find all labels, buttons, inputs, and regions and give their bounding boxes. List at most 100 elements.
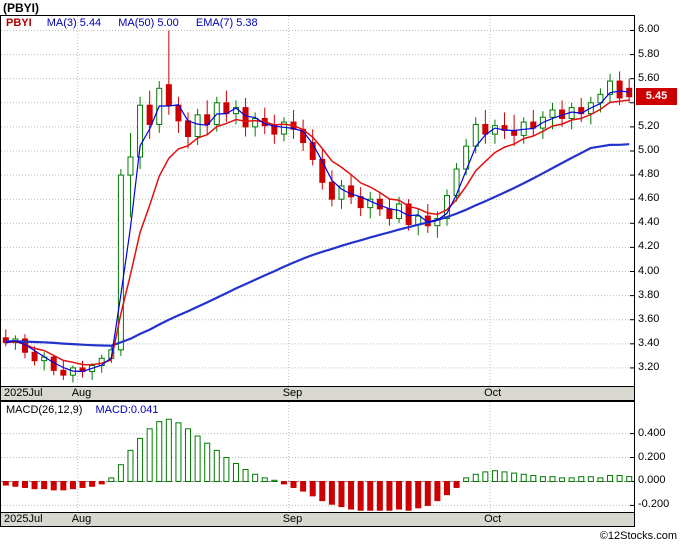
candle — [328, 170, 335, 207]
macd-bar — [472, 473, 479, 482]
month-label: Oct — [484, 513, 502, 525]
macd-bar — [338, 480, 345, 508]
candle — [31, 346, 38, 366]
candle — [50, 354, 57, 376]
macd-bar — [252, 473, 259, 482]
macd-bar — [405, 480, 412, 511]
macd-bar — [290, 480, 297, 488]
macd-legend: MACD(26,12,9) MACD:0.041 — [6, 404, 158, 416]
macd-bar — [271, 479, 278, 482]
symbol-title: (PBYI) — [3, 1, 39, 15]
candle — [223, 90, 230, 123]
macd-bar — [165, 418, 172, 482]
macd-bar — [309, 480, 316, 497]
candle — [79, 360, 86, 378]
price-axis-label: 3.40 — [638, 336, 660, 349]
macd-value: MACD:0.041 — [95, 404, 159, 416]
macd-bar — [204, 442, 211, 482]
price-gridlines — [1, 16, 634, 386]
price-axis-label: 4.00 — [638, 264, 660, 277]
candle — [530, 110, 537, 137]
macd-bar — [539, 476, 546, 482]
macd-gridlines — [1, 402, 634, 512]
candle — [415, 208, 422, 236]
candle — [261, 107, 268, 135]
macd-chart-canvas — [1, 402, 634, 512]
candle — [117, 169, 124, 356]
legend-ema7: EMA(7) 5.38 — [195, 17, 258, 29]
price-legend: PBYI MA(3) 5.44 MA(50) 5.00 EMA(7) 5.38 — [6, 17, 272, 29]
candle — [587, 96, 594, 125]
candle — [89, 363, 96, 380]
price-chart-canvas — [1, 16, 634, 386]
macd-bar — [185, 428, 192, 482]
macd-bar — [530, 474, 537, 482]
macd-bar — [319, 480, 326, 502]
macd-bar — [156, 421, 163, 482]
macd-bars-layer — [2, 418, 633, 511]
candle — [338, 179, 345, 209]
macd-bar — [578, 476, 585, 482]
macd-bar — [89, 480, 96, 487]
macd-bar — [607, 474, 614, 482]
candle — [252, 112, 259, 137]
macd-bar — [127, 449, 134, 482]
macd-bar — [300, 480, 307, 492]
candle — [300, 119, 307, 151]
macd-bar — [424, 480, 431, 506]
price-axis-label: 5.80 — [638, 47, 660, 60]
macd-bar — [108, 477, 115, 482]
price-axis-label: 4.60 — [638, 192, 660, 205]
price-axis-label: 4.20 — [638, 240, 660, 253]
macd-bar — [463, 477, 470, 482]
legend-ma3: MA(3) 5.44 — [46, 17, 102, 29]
month-label: Sep — [282, 513, 303, 525]
candle — [309, 129, 316, 166]
macd-bar — [79, 480, 86, 488]
macd-bar — [175, 422, 182, 482]
macd-bar — [415, 480, 422, 509]
macd-bar — [434, 480, 441, 502]
macd-bar — [242, 469, 249, 482]
candle — [175, 96, 182, 133]
macd-bar — [559, 477, 566, 482]
candle — [348, 175, 355, 205]
macd-bar — [50, 480, 57, 491]
macd-axis-label: 0.000 — [638, 474, 666, 487]
candle — [568, 102, 575, 130]
macd-bar — [568, 477, 575, 482]
candle — [482, 110, 489, 144]
ma3-line — [5, 90, 630, 373]
macd-bar — [482, 471, 489, 482]
candle — [616, 71, 623, 106]
price-axis-label: 3.80 — [638, 288, 660, 301]
macd-bar — [491, 470, 498, 482]
candle — [271, 114, 278, 144]
price-axis-label: 4.80 — [638, 168, 660, 181]
macd-bar — [357, 480, 364, 511]
macd-bar — [194, 435, 201, 482]
candle — [127, 132, 134, 218]
candle — [60, 360, 67, 380]
macd-bar — [511, 472, 518, 482]
macd-bar — [31, 480, 38, 490]
macd-bar — [280, 480, 287, 485]
macd-bar — [520, 473, 527, 482]
candle — [386, 199, 393, 226]
month-label: Oct — [484, 387, 502, 399]
month-label: 2025Jul — [4, 513, 43, 525]
price-chart-panel — [0, 15, 635, 387]
candle — [539, 111, 546, 139]
candle — [280, 117, 287, 142]
candle — [453, 163, 460, 202]
last-price-tag: 5.45 — [636, 88, 677, 106]
price-axis-label: 3.20 — [638, 360, 660, 373]
macd-bar — [386, 480, 393, 511]
macd-bar — [213, 449, 220, 482]
macd-bar — [146, 428, 153, 482]
candle — [319, 148, 326, 190]
macd-axis-label: 0.400 — [638, 426, 666, 439]
ema7-line — [5, 99, 630, 366]
macd-bar — [549, 476, 556, 482]
